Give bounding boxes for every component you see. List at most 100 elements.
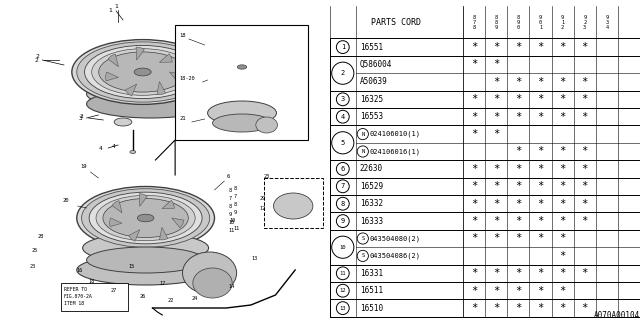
Text: *: * bbox=[493, 234, 499, 244]
Ellipse shape bbox=[212, 114, 271, 132]
Text: 21: 21 bbox=[179, 116, 186, 121]
Ellipse shape bbox=[83, 233, 209, 263]
Text: 20: 20 bbox=[63, 198, 70, 203]
Text: *: * bbox=[538, 77, 543, 87]
Ellipse shape bbox=[218, 56, 266, 78]
Text: *: * bbox=[538, 181, 543, 191]
Text: *: * bbox=[493, 112, 499, 122]
Text: *: * bbox=[559, 181, 566, 191]
Ellipse shape bbox=[203, 49, 282, 85]
Wedge shape bbox=[250, 72, 255, 80]
Text: *: * bbox=[471, 164, 477, 174]
Ellipse shape bbox=[193, 268, 232, 298]
Ellipse shape bbox=[177, 88, 216, 116]
Text: 16332: 16332 bbox=[360, 199, 383, 208]
Text: *: * bbox=[493, 77, 499, 87]
Ellipse shape bbox=[337, 302, 349, 315]
Wedge shape bbox=[139, 194, 147, 206]
Text: 17: 17 bbox=[159, 281, 166, 286]
Text: 1: 1 bbox=[340, 44, 345, 50]
Text: *: * bbox=[559, 77, 566, 87]
Text: *: * bbox=[538, 216, 543, 226]
Text: *: * bbox=[471, 60, 477, 69]
Ellipse shape bbox=[337, 284, 349, 297]
Bar bbox=[175, 25, 308, 140]
Ellipse shape bbox=[337, 215, 349, 228]
Ellipse shape bbox=[207, 101, 276, 125]
Text: *: * bbox=[471, 303, 477, 313]
Text: *: * bbox=[538, 112, 543, 122]
Ellipse shape bbox=[357, 146, 369, 157]
Text: *: * bbox=[538, 147, 543, 156]
Text: 15: 15 bbox=[128, 264, 134, 269]
Ellipse shape bbox=[89, 192, 202, 244]
Wedge shape bbox=[109, 218, 122, 227]
Wedge shape bbox=[159, 54, 172, 62]
Text: 16: 16 bbox=[77, 268, 83, 273]
Text: 9: 9 bbox=[228, 212, 232, 217]
Text: *: * bbox=[515, 164, 522, 174]
Text: 024106016(1): 024106016(1) bbox=[370, 148, 420, 155]
Text: 18: 18 bbox=[88, 279, 95, 284]
Text: *: * bbox=[559, 199, 566, 209]
Text: *: * bbox=[559, 112, 566, 122]
Text: 8: 8 bbox=[233, 202, 236, 207]
Wedge shape bbox=[162, 200, 174, 209]
Text: *: * bbox=[471, 199, 477, 209]
Wedge shape bbox=[129, 230, 140, 241]
Ellipse shape bbox=[337, 163, 349, 175]
Text: A070A00104: A070A00104 bbox=[594, 311, 640, 320]
Text: 22630: 22630 bbox=[360, 164, 383, 173]
Text: PARTS CORD: PARTS CORD bbox=[371, 18, 421, 27]
Text: 16511: 16511 bbox=[360, 286, 383, 295]
Text: 7: 7 bbox=[228, 196, 232, 201]
Text: *: * bbox=[538, 303, 543, 313]
Text: *: * bbox=[559, 251, 566, 261]
Text: 16510: 16510 bbox=[360, 304, 383, 313]
Wedge shape bbox=[170, 72, 182, 82]
Text: *: * bbox=[493, 303, 499, 313]
Text: 9: 9 bbox=[340, 218, 345, 224]
Ellipse shape bbox=[86, 90, 214, 118]
Wedge shape bbox=[252, 57, 259, 62]
Ellipse shape bbox=[337, 197, 349, 210]
Text: 2: 2 bbox=[340, 70, 345, 76]
Text: *: * bbox=[582, 181, 588, 191]
Text: 29: 29 bbox=[260, 196, 266, 201]
Text: 23: 23 bbox=[29, 264, 36, 269]
Ellipse shape bbox=[77, 187, 214, 250]
Text: 043504086(2): 043504086(2) bbox=[370, 253, 420, 259]
Wedge shape bbox=[223, 57, 228, 64]
Text: 16553: 16553 bbox=[360, 112, 383, 121]
Text: 6: 6 bbox=[340, 166, 345, 172]
Text: *: * bbox=[538, 94, 543, 104]
Text: N: N bbox=[361, 132, 364, 137]
Text: *: * bbox=[515, 268, 522, 278]
Text: *: * bbox=[582, 164, 588, 174]
Ellipse shape bbox=[332, 132, 354, 154]
Bar bbox=[264, 178, 323, 228]
Text: S: S bbox=[361, 253, 364, 258]
Wedge shape bbox=[125, 84, 137, 96]
Ellipse shape bbox=[273, 193, 313, 219]
Wedge shape bbox=[257, 67, 264, 73]
Text: 12: 12 bbox=[340, 288, 346, 293]
Text: 16325: 16325 bbox=[360, 95, 383, 104]
Text: 4: 4 bbox=[99, 146, 102, 150]
Ellipse shape bbox=[205, 50, 278, 84]
Text: 10: 10 bbox=[340, 245, 346, 250]
Text: 25: 25 bbox=[31, 248, 38, 253]
Wedge shape bbox=[238, 53, 243, 60]
Text: *: * bbox=[471, 216, 477, 226]
Text: 043504080(2): 043504080(2) bbox=[370, 235, 420, 242]
Text: 13: 13 bbox=[340, 306, 346, 311]
Text: *: * bbox=[515, 234, 522, 244]
Ellipse shape bbox=[138, 214, 154, 222]
Text: *: * bbox=[493, 60, 499, 69]
Text: 8: 8 bbox=[228, 188, 232, 193]
Text: 3: 3 bbox=[79, 116, 83, 121]
Text: 4: 4 bbox=[111, 144, 115, 149]
Text: *: * bbox=[538, 164, 543, 174]
Text: *: * bbox=[582, 112, 588, 122]
Wedge shape bbox=[221, 67, 228, 72]
